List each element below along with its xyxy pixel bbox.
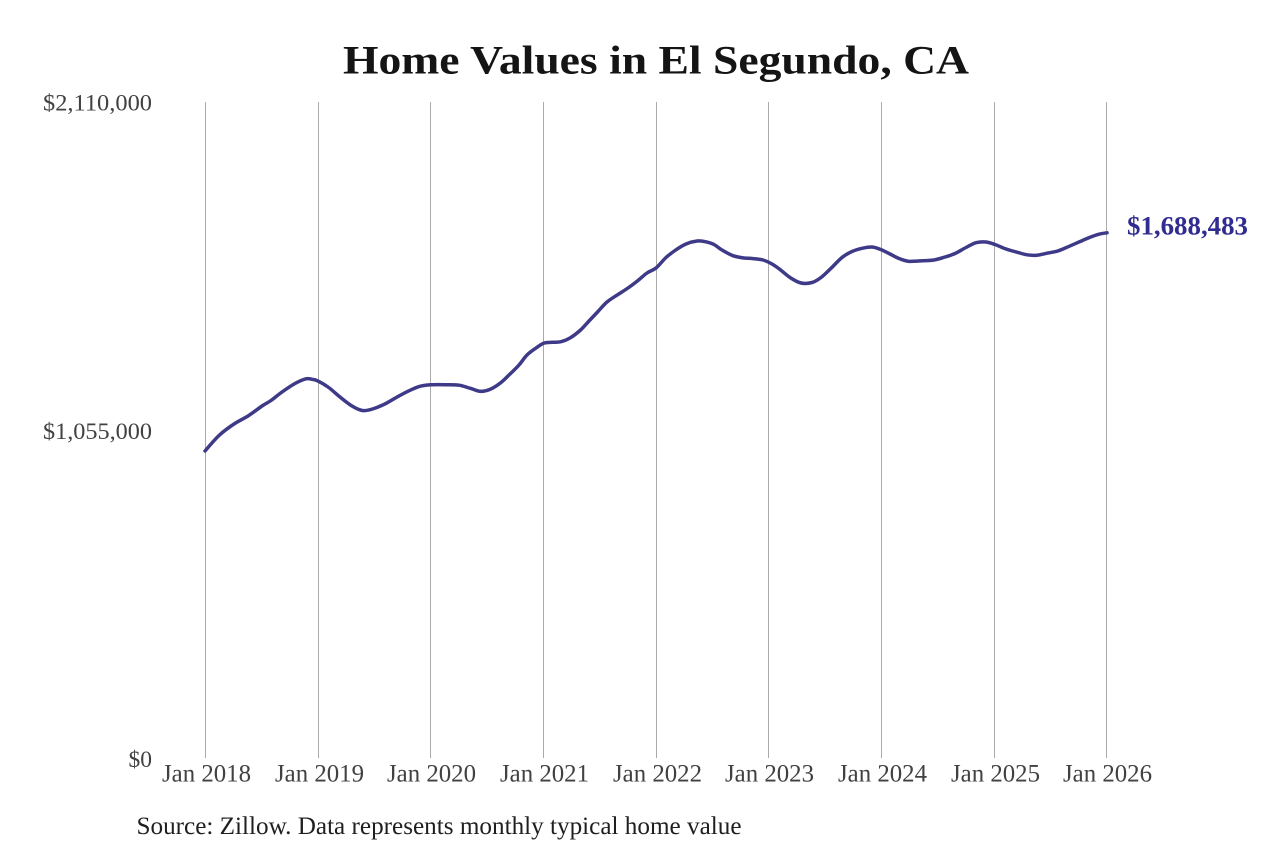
- svg-text:Jan 2020: Jan 2020: [387, 761, 476, 788]
- svg-text:Jan 2026: Jan 2026: [1063, 761, 1152, 788]
- svg-text:$1,688,483: $1,688,483: [1127, 210, 1248, 240]
- svg-text:Jan 2025: Jan 2025: [951, 761, 1040, 788]
- svg-text:Jan 2019: Jan 2019: [275, 761, 364, 788]
- svg-text:Jan 2022: Jan 2022: [613, 761, 702, 788]
- svg-text:$2,110,000: $2,110,000: [43, 90, 152, 116]
- svg-text:Jan 2023: Jan 2023: [725, 761, 814, 788]
- svg-text:Home Values in El Segundo, CA: Home Values in El Segundo, CA: [343, 38, 969, 83]
- svg-text:$0: $0: [129, 747, 153, 773]
- svg-text:$1,055,000: $1,055,000: [43, 419, 152, 445]
- svg-text:Jan 2021: Jan 2021: [500, 761, 589, 788]
- svg-text:Source: Zillow. Data represent: Source: Zillow. Data represents monthly …: [137, 813, 742, 840]
- svg-text:Jan 2024: Jan 2024: [838, 761, 927, 788]
- svg-text:Jan 2018: Jan 2018: [162, 761, 251, 788]
